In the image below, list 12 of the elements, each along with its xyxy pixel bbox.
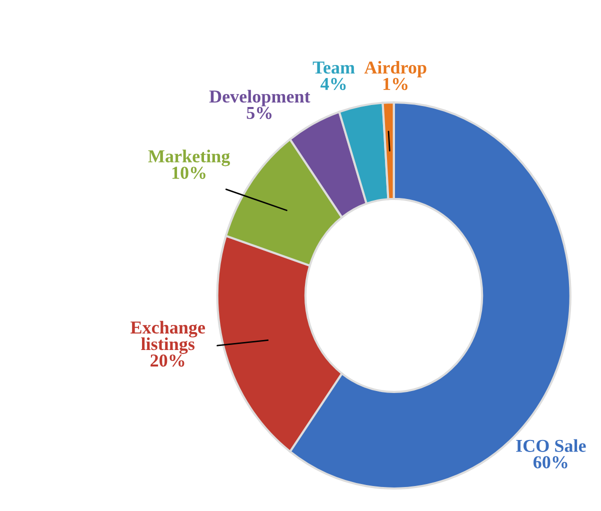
data-label: 10%	[172, 166, 206, 179]
data-label: 60%	[533, 456, 568, 468]
data-label: 20%	[150, 354, 184, 367]
data-label: 1%	[383, 78, 408, 90]
slice-label: Airdrop	[364, 60, 426, 78]
slice-label: Development	[209, 90, 310, 106]
slice-label: Exchange listings	[130, 320, 206, 354]
slice-label: Marketing	[148, 150, 230, 166]
slice-label: Team	[312, 62, 355, 74]
slice-label: ICO Sale	[516, 439, 586, 452]
data-label: 4%	[320, 78, 346, 90]
data-label: 5%	[246, 106, 272, 120]
